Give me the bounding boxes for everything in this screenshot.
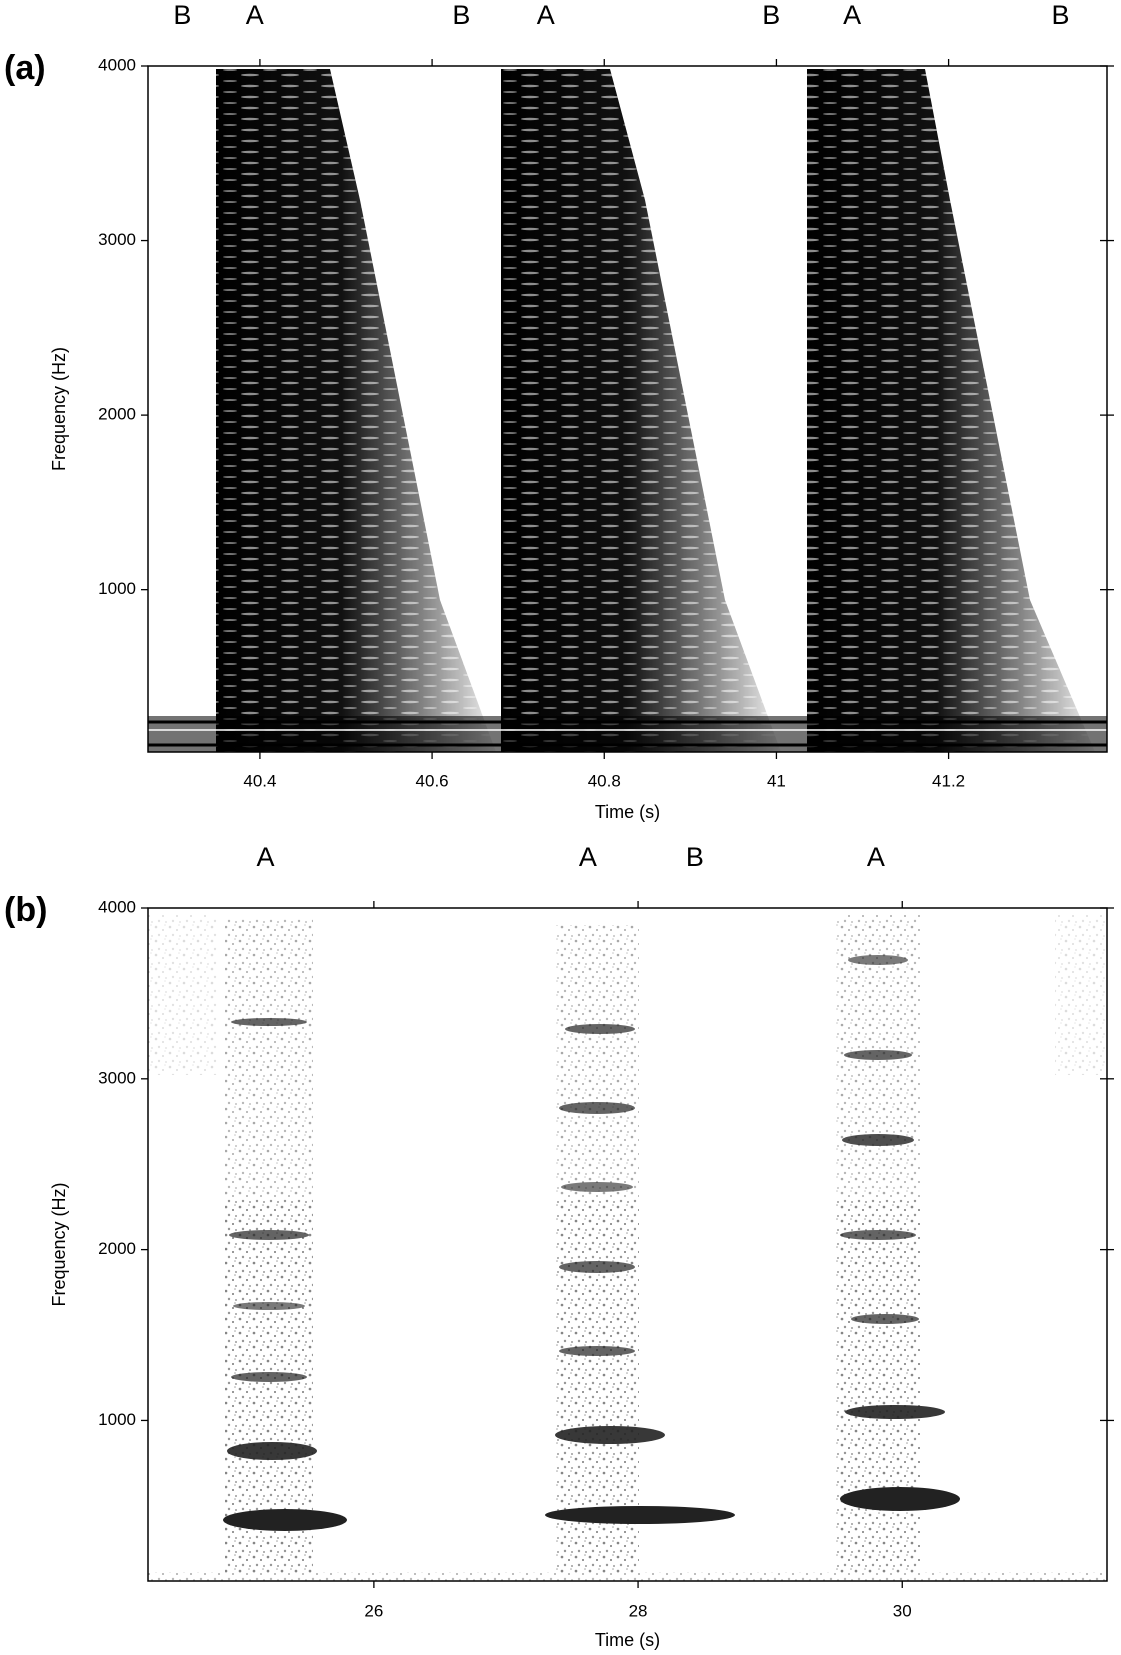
x-tick-label: 41.2: [932, 771, 965, 790]
x-axis-label: Time (s): [595, 1630, 660, 1650]
y-tick-label: 3000: [98, 230, 136, 249]
harmonics: [223, 955, 960, 1531]
annotation: B: [762, 0, 780, 30]
annotation: B: [173, 0, 191, 30]
y-tick-label: 4000: [98, 55, 136, 74]
x-tick-label: 26: [364, 1601, 383, 1620]
panel-label: (a): [4, 49, 46, 87]
plot-frame: [147, 65, 1108, 753]
y-axis-label: Frequency (Hz): [49, 1182, 69, 1306]
y-tick-label: 2000: [98, 1239, 136, 1258]
x-axis-label: Time (s): [595, 802, 660, 822]
y-tick-label: 3000: [98, 1068, 136, 1087]
spectrogram-b: [148, 915, 1107, 1581]
annotation: B: [1052, 0, 1070, 30]
y-tick-label: 1000: [98, 1410, 136, 1429]
plot-frame: [147, 907, 1108, 1582]
x-tick-label: 41: [767, 771, 786, 790]
spectrogram-a: [148, 66, 1107, 752]
annotation: A: [537, 0, 555, 30]
y-tick-label: 2000: [98, 405, 136, 424]
x-tick-label: 40.8: [588, 771, 621, 790]
annotation: B: [686, 842, 704, 872]
y-tick-label: 4000: [98, 897, 136, 916]
call-blobs: [148, 66, 1107, 752]
annotation: A: [843, 0, 861, 30]
annotation: A: [246, 0, 264, 30]
panel-label: (b): [4, 891, 47, 929]
x-tick-label: 40.4: [243, 771, 276, 790]
annotation: A: [867, 842, 885, 872]
call-bands: [148, 915, 1107, 1581]
x-tick-label: 40.6: [416, 771, 449, 790]
annotation: A: [257, 842, 275, 872]
low-bands: [148, 716, 1107, 752]
y-axis-label: Frequency (Hz): [49, 347, 69, 471]
annotation: B: [452, 0, 470, 30]
y-tick-label: 1000: [98, 579, 136, 598]
x-tick-label: 30: [893, 1601, 912, 1620]
annotation: A: [579, 842, 597, 872]
x-tick-label: 28: [629, 1601, 648, 1620]
